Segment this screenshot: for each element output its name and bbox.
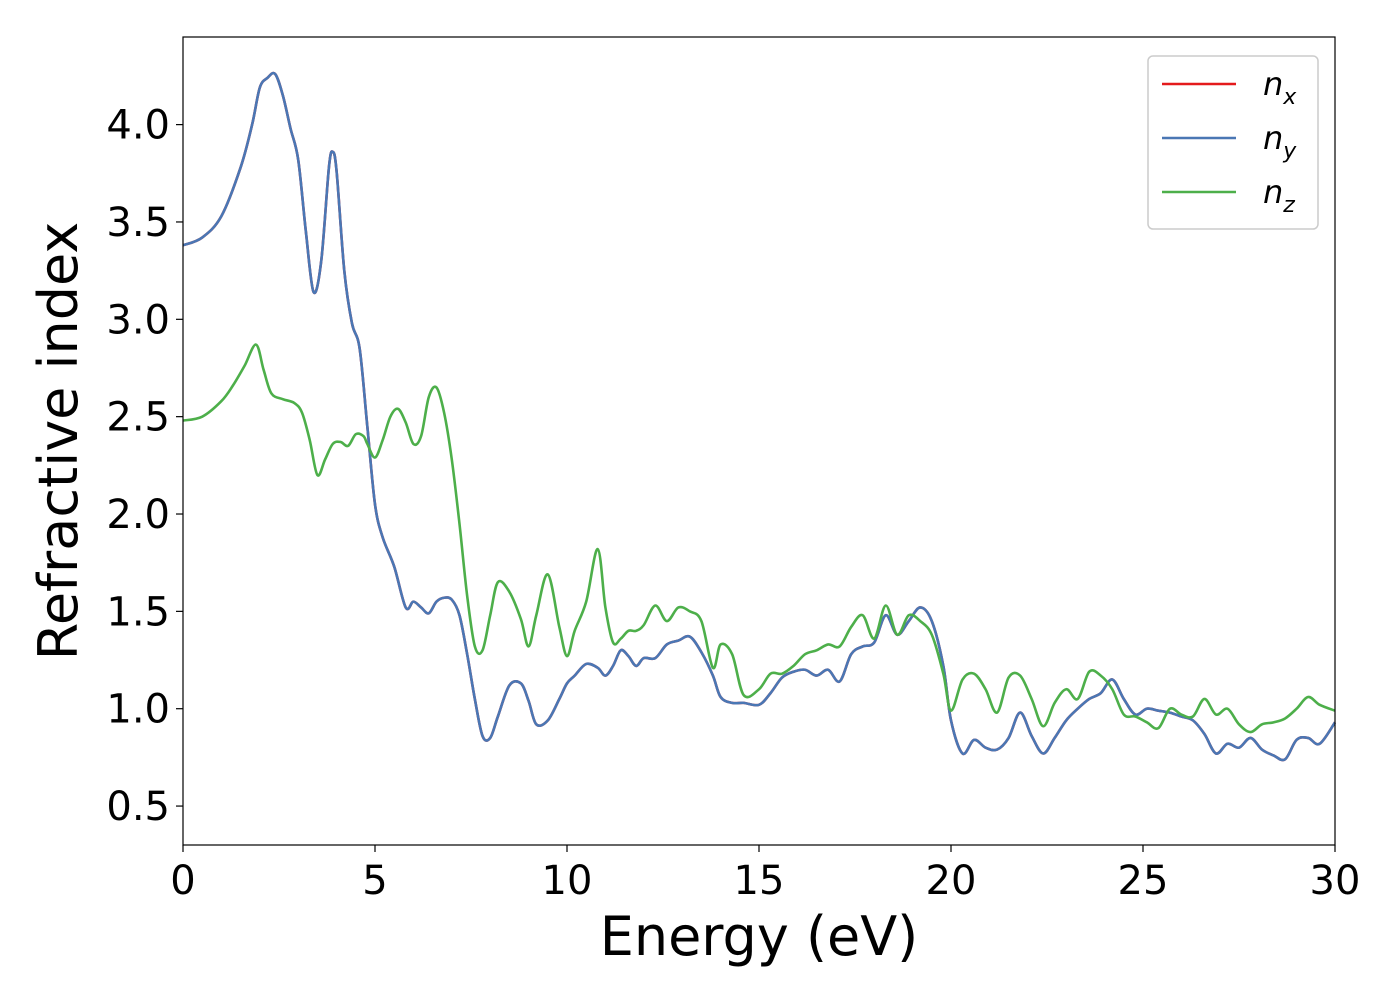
series-line-ny (182, 71, 1337, 762)
y-axis-title: Refractive index (27, 222, 90, 661)
x-tick-label: 30 (1310, 858, 1361, 904)
y-tick-label: 2.0 (106, 492, 170, 538)
x-tick-label: 10 (542, 858, 593, 904)
y-tick-label: 4.0 (106, 103, 170, 149)
series-layer (182, 71, 1337, 762)
y-tick-label: 3.0 (106, 297, 170, 343)
y-axis-ticks: 0.5 1.0 1.5 2.0 2.5 3.0 3.5 4.0 (106, 103, 183, 830)
y-tick-label: 2.5 (106, 395, 170, 441)
y-tick-label: 1.0 (106, 687, 170, 733)
y-tick-label: 3.5 (106, 200, 170, 246)
x-tick-label: 0 (170, 858, 195, 904)
x-axis-title: Energy (eV) (600, 905, 919, 968)
x-tick-label: 15 (734, 858, 785, 904)
legend-box (1147, 55, 1319, 230)
y-tick-label: 0.5 (106, 784, 170, 830)
y-tick-label: 1.5 (106, 589, 170, 635)
series-line-nz (182, 343, 1336, 734)
x-axis-ticks: 0 5 10 15 20 25 30 (170, 845, 1360, 904)
x-tick-label: 20 (926, 858, 977, 904)
x-tick-label: 5 (362, 858, 387, 904)
x-tick-label: 25 (1118, 858, 1169, 904)
